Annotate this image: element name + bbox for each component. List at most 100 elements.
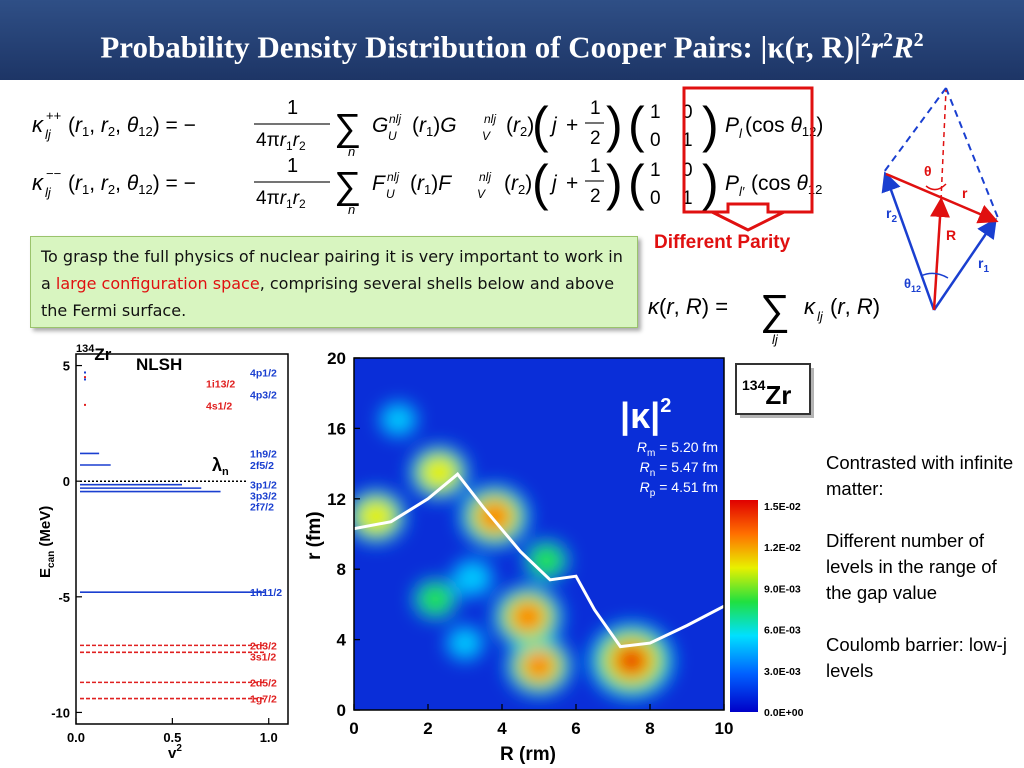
- callout-box: To grasp the full physics of nuclear pai…: [30, 236, 638, 328]
- side-note-2: Different number of levels in the range …: [826, 530, 997, 603]
- xtick-label: 0.5: [163, 730, 181, 745]
- svg-text:1: 1: [650, 160, 661, 181]
- heatmap-ylabel: r (fm): [304, 511, 325, 560]
- vector-label-r1: r1: [978, 255, 989, 275]
- page-title: Probability Density Distribution of Coop…: [100, 29, 924, 65]
- equation-kappa-pp-svg: κ lj ++ (r1, r2, θ12) = − 1 4πr1r2 ∑ n G…: [32, 97, 829, 159]
- heatmap-peak: [524, 652, 554, 680]
- svg-text:): ): [606, 97, 623, 153]
- svg-text:∑: ∑: [334, 165, 361, 207]
- callout-text-2: , comprising several shells below and ab…: [41, 274, 615, 320]
- colorbar-tick-label: 1.2E-02: [764, 542, 801, 554]
- svg-text:0: 0: [682, 160, 693, 181]
- heatmap-title: |κ|2: [620, 395, 671, 437]
- svg-text:0: 0: [650, 130, 661, 151]
- xtick-label: 4: [497, 719, 507, 738]
- svg-text:2: 2: [590, 186, 601, 207]
- svg-text:F: F: [372, 172, 386, 195]
- heatmap-frame: [353, 357, 725, 711]
- parity-highlight: [682, 86, 814, 232]
- colorbar-tick-label: 1.5E-02: [764, 501, 801, 513]
- vector-r2: [881, 171, 936, 311]
- fermi-label: λn: [212, 455, 229, 478]
- svg-text:j: j: [549, 114, 558, 137]
- heatmap-yticks: 0 4 8 12 16 20: [327, 349, 360, 720]
- nucleus-box-front: [735, 363, 811, 415]
- ytick-label: 20: [327, 349, 346, 368]
- level-scheme-yticks: 5 0 -5 -10: [51, 359, 82, 720]
- dashed-edge-left: [883, 87, 947, 173]
- svg-text:): ): [606, 155, 623, 211]
- svg-text:l: l: [739, 126, 743, 141]
- heatmap-nucleus: 134Zr: [742, 377, 791, 410]
- ytick-label: 8: [337, 560, 346, 579]
- vector-label-r2: r2: [886, 205, 897, 225]
- svg-text:2: 2: [590, 128, 601, 149]
- title-bar: [0, 0, 1024, 80]
- svg-text:1: 1: [590, 98, 601, 119]
- vector-r: [885, 172, 999, 224]
- side-note-3: Coulomb barrier: low-j levels: [826, 634, 1007, 681]
- equation-kappa-sum-svg: κ(r, R) = ∑ lj κ lj (r, R): [648, 286, 880, 347]
- svg-text:+: +: [566, 114, 578, 137]
- colorbar-tick-label: 3.0E-03: [764, 666, 801, 678]
- dashed-edge-right: [945, 87, 999, 219]
- callout-highlight: large configuration space: [55, 274, 260, 293]
- level-label: 2d3/2: [250, 640, 277, 652]
- vector-label-R: R: [946, 227, 956, 243]
- parity-box: [682, 86, 814, 214]
- ytick-label: 12: [327, 490, 346, 509]
- level-scheme-xticks: 0.0 0.5 1.0: [67, 718, 278, 745]
- xtick-label: 0.0: [67, 730, 85, 745]
- svg-text:V: V: [477, 187, 486, 201]
- svg-text:P: P: [725, 114, 739, 137]
- level-label: 2f7/2: [250, 502, 274, 514]
- heatmap-peak: [452, 559, 493, 597]
- heatmap-xticks: 0 2 4 6 8 10: [349, 704, 733, 738]
- colorbar: [730, 500, 758, 712]
- svg-text:j: j: [549, 172, 558, 195]
- level-label: 4p1/2: [250, 368, 277, 380]
- heatmap-peak: [420, 455, 458, 489]
- colorbar-tick-label: 0.0E+00: [764, 707, 804, 719]
- side-note-1: Contrasted with infinite matter:: [826, 452, 1014, 499]
- vector-label-theta: θ: [924, 163, 932, 179]
- level-label: 1h11/2: [250, 587, 282, 599]
- svg-text:1: 1: [682, 130, 693, 151]
- xtick-label: 8: [645, 719, 654, 738]
- ytick-label: -5: [58, 590, 70, 605]
- svg-text:4πr1r2: 4πr1r2: [256, 188, 306, 211]
- level-scheme-ylabel: Ecan (MeV): [37, 506, 57, 578]
- level-label: 3s1/2: [250, 651, 276, 663]
- vector-diagram: θ r r2 R r1 θ12: [881, 87, 999, 311]
- svg-text:(r1)F: (r1)F: [410, 172, 452, 197]
- dashed-extension: [940, 89, 947, 201]
- ytick-label: 5: [63, 359, 70, 374]
- svg-text:κ: κ: [32, 170, 44, 195]
- svg-text:1: 1: [287, 155, 298, 177]
- xtick-label: 1.0: [260, 730, 278, 745]
- side-notes: Contrasted with infinite matter: Differe…: [826, 450, 1016, 684]
- level-scheme-chart: 134Zr NLSH 50-5-10 0.0 0.5 1.0 λn 4p1/21i1…: [37, 343, 289, 762]
- xtick-label: 2: [423, 719, 432, 738]
- svg-text:V: V: [482, 129, 491, 143]
- xtick-label: 0: [349, 719, 358, 738]
- vector-label-theta12: θ12: [904, 276, 921, 294]
- svg-text:U: U: [388, 129, 397, 143]
- svg-text:κ: κ: [32, 112, 44, 137]
- xtick-label: 10: [715, 719, 734, 738]
- vector-label-r: r: [962, 185, 968, 201]
- level-label: 2f5/2: [250, 460, 274, 472]
- level-scheme-frame: [75, 353, 289, 725]
- vector-r1: [932, 217, 997, 311]
- svg-text:4πr1r2: 4πr1r2: [256, 130, 306, 153]
- svg-text:(r2): (r2): [504, 172, 532, 197]
- svg-text:0: 0: [650, 188, 661, 209]
- svg-text:0: 0: [682, 102, 693, 123]
- ytick-label: 0: [337, 701, 346, 720]
- xtick-label: 6: [571, 719, 580, 738]
- svg-text:G: G: [372, 114, 388, 137]
- svg-text:lj: lj: [45, 127, 52, 142]
